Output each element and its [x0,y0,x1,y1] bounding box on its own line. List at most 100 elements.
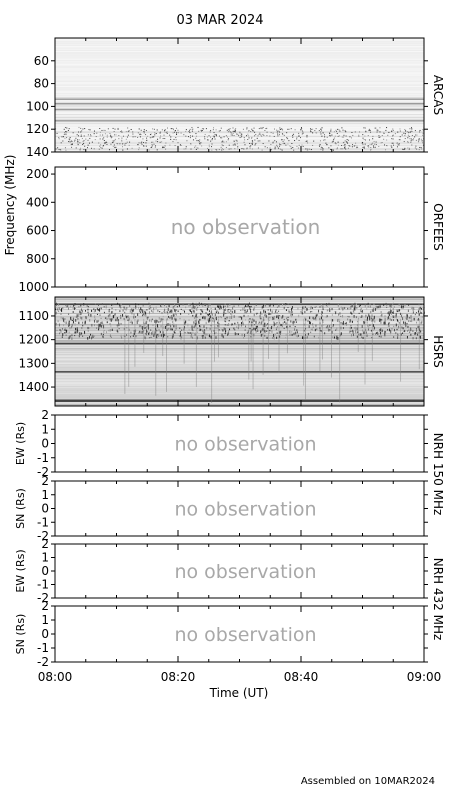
nrh-432-label: NRH 432 MHz [431,558,445,641]
hsrs-speckle [331,308,333,311]
hsrs-speckle [208,317,210,321]
hsrs-speckle [352,333,354,337]
arcas-speckle [58,137,60,139]
hsrs-speckle [187,332,189,334]
hsrs-speckle [127,315,129,319]
arcas-speckle [246,147,248,149]
hsrs-speckle [360,309,362,312]
hsrs-speckle [280,323,282,327]
y-tick-label: 80 [34,77,49,91]
hsrs-speckle [195,323,197,326]
hsrs-speckle [87,308,89,311]
hsrs-speckle [198,321,200,323]
arcas-speckle [223,149,225,151]
hsrs-speckle [332,324,334,326]
hsrs-speckle [214,326,216,330]
hsrs-speckle [96,307,98,310]
arcas-band [55,137,424,138]
hsrs-speckle [133,333,135,335]
arcas-band [55,106,424,107]
hsrs-speckle [340,322,342,324]
arcas-speckle [338,135,340,137]
arcas-speckle [392,134,394,136]
arcas-speckle [420,148,422,150]
hsrs-speckle [369,303,371,305]
arcas-speckle [294,129,296,131]
hsrs-speckle [78,335,80,338]
hsrs-speckle [117,302,119,305]
arcas-band [55,125,424,126]
hsrs-speckle [142,305,144,307]
hsrs-speckle [342,314,344,318]
hsrs-speckle [408,304,410,306]
hsrs-speckle [204,303,206,307]
hsrs-speckle [212,319,214,322]
arcas-speckle [250,142,252,144]
arcas-speckle [242,128,244,130]
arcas-speckle [261,128,263,130]
hsrs-speckle [375,332,377,335]
hsrs-dark-line [55,399,424,402]
arcas-band [55,94,424,95]
hsrs-speckle [88,327,90,329]
arcas-speckle [170,128,172,130]
arcas-speckle [218,135,220,137]
hsrs-speckle [140,307,142,310]
arcas-speckle [155,145,157,147]
arcas-speckle [69,137,71,139]
arcas-speckle [330,135,332,137]
arcas-speckle [337,144,339,146]
hsrs-speckle [315,318,317,321]
hsrs-speckle [356,327,358,331]
hsrs-speckle [172,320,174,324]
hsrs-speckle [108,308,110,311]
hsrs-speckle [378,335,380,338]
arcas-speckle [110,143,112,145]
arcas-speckle [252,141,254,143]
hsrs-speckle [313,335,315,338]
hsrs-speckle [273,317,275,320]
hsrs-speckle [202,310,204,313]
x-tick-label: 08:00 [38,670,73,684]
hsrs-speckle [421,320,423,323]
arcas-speckle [221,148,223,150]
arcas-speckle [84,145,86,147]
arcas-speckle [93,148,95,150]
hsrs-speckle [226,324,228,326]
hsrs-speckle [363,321,365,325]
hsrs-speckle [203,331,205,334]
hsrs-speckle [191,310,193,314]
hsrs-speckle [267,309,269,311]
hsrs-speckle [209,303,211,307]
hsrs-speckle [242,320,244,324]
hsrs-speckle [103,306,105,308]
hsrs-speckle [101,303,103,305]
hsrs-speckle [310,306,312,309]
hsrs-speckle [70,319,72,321]
hsrs-speckle [221,333,223,337]
hsrs-speckle [97,304,99,307]
hsrs-speckle [278,310,280,312]
hsrs-speckle [412,311,414,314]
arcas-speckle [300,128,302,130]
arcas-speckle [91,147,93,149]
hsrs-speckle [415,312,417,314]
arcas-speckle [356,147,358,149]
hsrs-speckle [384,321,386,324]
arcas-speckle [234,131,236,133]
hsrs-speckle [117,319,119,321]
hsrs-speckle [151,318,153,321]
hsrs-streak [268,318,269,359]
arcas-speckle [74,139,76,141]
hsrs-speckle [180,336,182,340]
arcas-band [55,83,424,84]
hsrs-speckle [406,335,408,339]
hsrs-speckle [163,310,165,313]
hsrs-speckle [116,317,118,320]
hsrs-speckle [379,329,381,333]
arcas-speckle [287,143,289,145]
hsrs-band [55,350,424,351]
hsrs-speckle [173,325,175,328]
hsrs-speckle [184,310,186,313]
hsrs-speckle [251,321,253,324]
